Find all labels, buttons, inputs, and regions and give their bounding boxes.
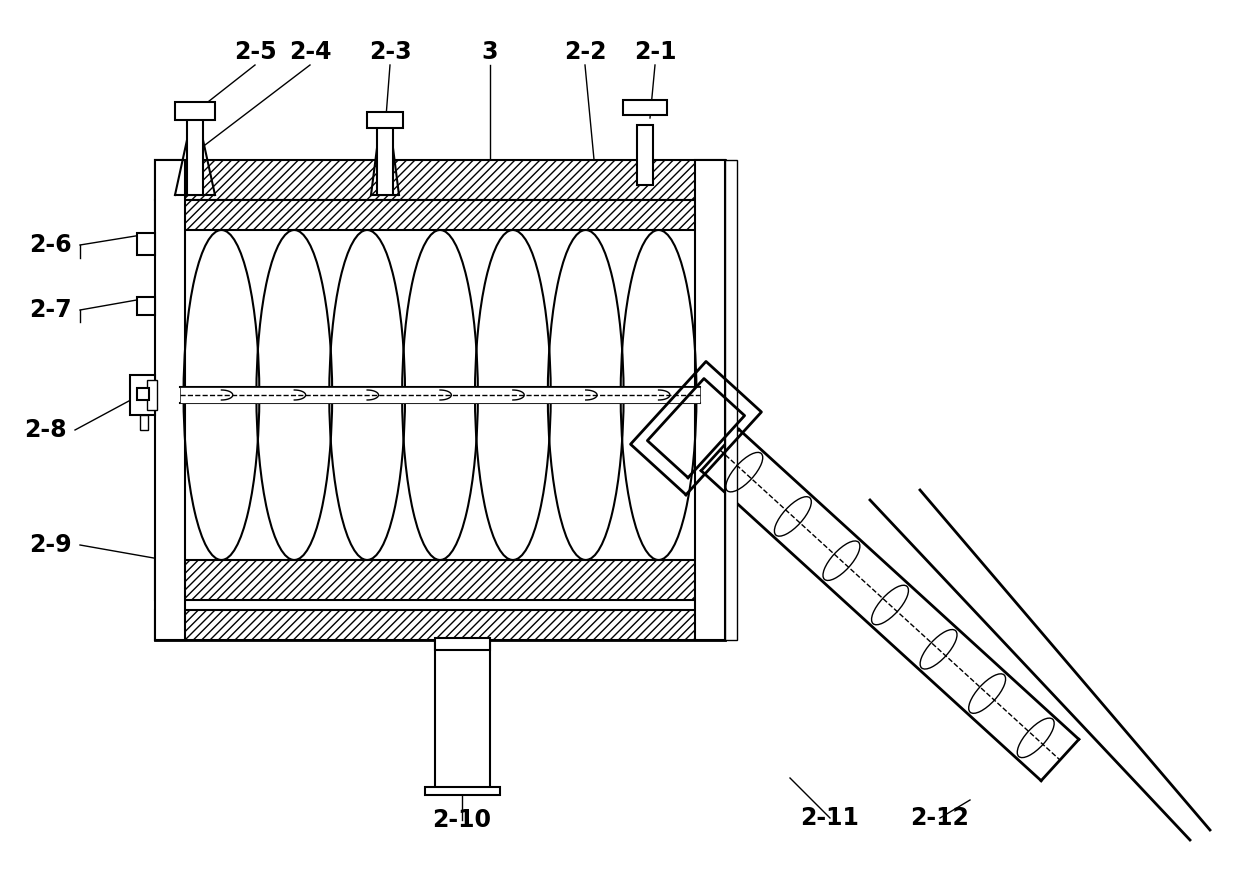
Bar (155, 160, 725, 200)
Bar (155, 200, 725, 230)
Bar (155, 160, 725, 200)
Text: 2-6: 2-6 (28, 233, 72, 257)
Text: 2-1: 2-1 (634, 40, 676, 64)
Bar (155, 610, 725, 640)
Bar (637, 125, 653, 185)
Bar (155, 160, 185, 640)
Bar (435, 638, 489, 650)
Bar (367, 112, 403, 128)
Bar (425, 787, 501, 795)
Bar (695, 160, 725, 640)
Bar (155, 610, 725, 640)
Bar (187, 115, 203, 195)
Text: 2-5: 2-5 (234, 40, 276, 64)
Bar (725, 160, 737, 640)
Text: 2-4: 2-4 (289, 40, 331, 64)
Text: 2-12: 2-12 (911, 806, 969, 830)
Text: 2-9: 2-9 (28, 533, 72, 557)
Bar (155, 160, 725, 640)
Text: 2-7: 2-7 (28, 298, 72, 322)
Bar (623, 100, 667, 115)
Bar (377, 125, 393, 195)
Text: 2-8: 2-8 (24, 418, 67, 442)
Text: 2-3: 2-3 (369, 40, 411, 64)
Bar (155, 560, 725, 600)
Bar (138, 388, 149, 400)
Text: 2-11: 2-11 (800, 806, 860, 830)
Bar (147, 380, 157, 410)
Text: 2-2: 2-2 (564, 40, 606, 64)
Bar (175, 102, 216, 120)
Text: 2-10: 2-10 (432, 808, 492, 832)
Bar (435, 640, 489, 790)
Bar (140, 415, 147, 430)
Bar (155, 560, 725, 600)
Bar (138, 297, 155, 315)
Bar (130, 375, 155, 415)
Bar (180, 387, 700, 403)
Text: 3: 3 (482, 40, 498, 64)
Bar (155, 200, 725, 230)
Bar (138, 233, 155, 255)
